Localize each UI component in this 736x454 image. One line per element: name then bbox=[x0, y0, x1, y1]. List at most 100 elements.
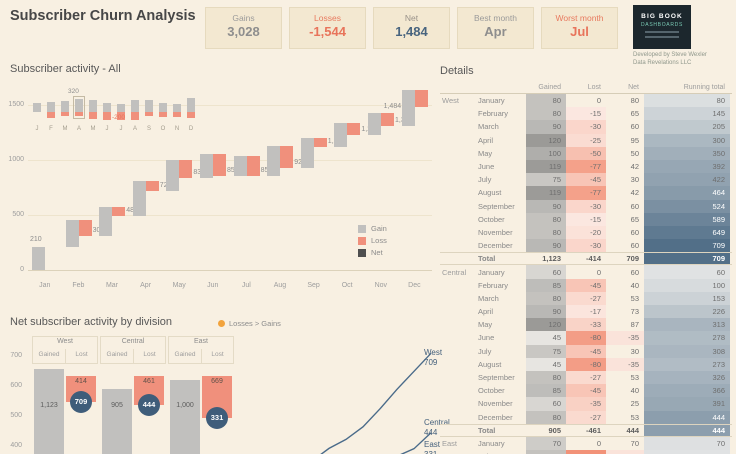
gained-cell[interactable]: 120 bbox=[526, 133, 566, 147]
loss-bar[interactable] bbox=[414, 90, 428, 107]
lost-cell[interactable]: -50 bbox=[566, 146, 606, 160]
net-circle-badge[interactable]: 331 bbox=[206, 407, 228, 430]
loss-bar[interactable] bbox=[381, 112, 394, 127]
net-cell[interactable]: 95 bbox=[630, 135, 639, 145]
gain-bar[interactable] bbox=[166, 159, 180, 191]
net-cell[interactable]: 53 bbox=[630, 373, 639, 383]
net-cell[interactable]: 65 bbox=[630, 214, 639, 224]
month-label[interactable]: May bbox=[478, 148, 493, 158]
gained-bar[interactable] bbox=[170, 380, 200, 454]
net-cell[interactable]: 80 bbox=[630, 96, 639, 106]
lost-cell[interactable]: -90 bbox=[566, 450, 606, 454]
gain-bar[interactable] bbox=[300, 138, 314, 169]
month-label[interactable]: March bbox=[478, 293, 499, 303]
total-label[interactable]: Total bbox=[478, 254, 496, 264]
inset-gain-bar[interactable] bbox=[173, 103, 181, 112]
inset-loss-bar[interactable] bbox=[103, 112, 111, 121]
month-label[interactable]: April bbox=[478, 135, 494, 145]
running-total-cell[interactable]: 60 bbox=[644, 450, 730, 454]
month-label[interactable]: June bbox=[478, 333, 495, 343]
running-total-cell[interactable]: 308 bbox=[644, 344, 730, 358]
month-label[interactable]: January bbox=[478, 267, 505, 277]
loss-bar[interactable] bbox=[78, 219, 92, 237]
running-total-cell[interactable]: 226 bbox=[644, 305, 730, 319]
inset-gain-bar[interactable] bbox=[117, 104, 125, 112]
gained-bar[interactable] bbox=[102, 388, 132, 454]
inset-gain-bar[interactable] bbox=[103, 102, 111, 112]
lost-cell[interactable]: -30 bbox=[566, 120, 606, 134]
inset-loss-bar[interactable] bbox=[173, 112, 181, 118]
net-cell[interactable]: 40 bbox=[630, 280, 639, 290]
lost-cell[interactable]: -25 bbox=[566, 133, 606, 147]
net-cell[interactable]: 30 bbox=[630, 346, 639, 356]
gained-cell[interactable]: 80 bbox=[526, 450, 566, 454]
loss-bar[interactable] bbox=[313, 138, 327, 148]
gained-cell[interactable]: 80 bbox=[526, 370, 566, 385]
gained-bar[interactable] bbox=[34, 368, 64, 454]
running-total-cell[interactable]: 326 bbox=[644, 370, 730, 385]
running-total-cell[interactable]: 366 bbox=[644, 384, 730, 398]
inset-gain-bar[interactable] bbox=[131, 100, 139, 112]
month-label[interactable]: July bbox=[478, 175, 492, 185]
running-total-cell[interactable]: 80 bbox=[644, 94, 730, 108]
gained-cell[interactable]: 80 bbox=[526, 225, 566, 240]
lost-total-cell[interactable]: -461 bbox=[585, 425, 601, 435]
month-label[interactable]: December bbox=[478, 412, 513, 422]
division-label[interactable]: Central bbox=[442, 267, 467, 277]
net-circle-badge[interactable]: 444 bbox=[138, 394, 160, 417]
running-total-total-cell[interactable]: 709 bbox=[644, 253, 730, 265]
gained-cell[interactable]: 85 bbox=[526, 384, 566, 398]
month-label[interactable]: March bbox=[478, 122, 499, 132]
column-header-net[interactable]: Net bbox=[628, 84, 639, 91]
running-total-total-cell[interactable]: 444 bbox=[644, 424, 730, 436]
gained-cell[interactable]: 45 bbox=[526, 357, 566, 371]
net-cell[interactable]: 53 bbox=[630, 293, 639, 303]
lost-cell[interactable]: -30 bbox=[566, 199, 606, 213]
loss-bar[interactable] bbox=[112, 206, 126, 217]
inset-loss-bar[interactable] bbox=[89, 112, 97, 120]
legend-item-net[interactable]: Net bbox=[358, 248, 387, 257]
running-total-cell[interactable]: 444 bbox=[644, 410, 730, 424]
legend-item-gain[interactable]: Gain bbox=[358, 224, 387, 233]
net-cell[interactable]: 60 bbox=[630, 241, 639, 251]
gained-cell[interactable]: 80 bbox=[526, 94, 566, 108]
inset-gain-bar[interactable] bbox=[89, 100, 97, 112]
gain-bar[interactable] bbox=[267, 146, 281, 177]
net-cell[interactable]: -10 bbox=[606, 450, 644, 454]
inset-gain-bar[interactable] bbox=[187, 98, 195, 112]
running-total-cell[interactable]: 100 bbox=[644, 278, 730, 292]
loss-bar[interactable] bbox=[347, 122, 361, 135]
lost-cell[interactable]: 0 bbox=[596, 96, 601, 106]
net-cell[interactable]: 42 bbox=[630, 162, 639, 172]
gained-total-cell[interactable]: 1,123 bbox=[542, 254, 561, 264]
lost-cell[interactable]: -80 bbox=[566, 331, 606, 345]
total-label[interactable]: Total bbox=[478, 425, 496, 435]
lost-cell[interactable]: -15 bbox=[566, 212, 606, 226]
gained-cell[interactable]: 90 bbox=[526, 120, 566, 134]
net-cell[interactable]: 50 bbox=[630, 148, 639, 158]
running-total-cell[interactable]: 205 bbox=[644, 120, 730, 134]
month-label[interactable]: October bbox=[478, 214, 505, 224]
running-total-cell[interactable]: 350 bbox=[644, 146, 730, 160]
inset-loss-bar[interactable] bbox=[145, 112, 153, 116]
gained-cell[interactable]: 90 bbox=[526, 239, 566, 253]
month-label[interactable]: November bbox=[478, 227, 513, 237]
gain-bar[interactable] bbox=[233, 156, 247, 177]
running-total-cell[interactable]: 70 bbox=[644, 436, 730, 451]
inset-loss-bar[interactable] bbox=[117, 112, 125, 120]
net-cell[interactable]: 60 bbox=[630, 201, 639, 211]
gained-cell[interactable]: 100 bbox=[526, 146, 566, 160]
gain-bar[interactable] bbox=[65, 219, 79, 247]
inset-loss-bar[interactable] bbox=[131, 112, 139, 121]
gained-cell[interactable]: 70 bbox=[526, 436, 566, 451]
running-total-cell[interactable]: 153 bbox=[644, 291, 730, 305]
gained-cell[interactable]: 75 bbox=[526, 344, 566, 358]
net-cell[interactable]: 60 bbox=[630, 227, 639, 237]
division-label[interactable]: West bbox=[442, 96, 459, 106]
month-label[interactable]: February bbox=[478, 109, 509, 119]
month-label[interactable]: February bbox=[476, 450, 526, 454]
gain-bar[interactable] bbox=[368, 112, 381, 135]
gained-cell[interactable]: 60 bbox=[526, 397, 566, 411]
gained-cell[interactable]: 90 bbox=[526, 199, 566, 213]
kpi-gains[interactable]: Gains 3,028 bbox=[205, 7, 282, 49]
